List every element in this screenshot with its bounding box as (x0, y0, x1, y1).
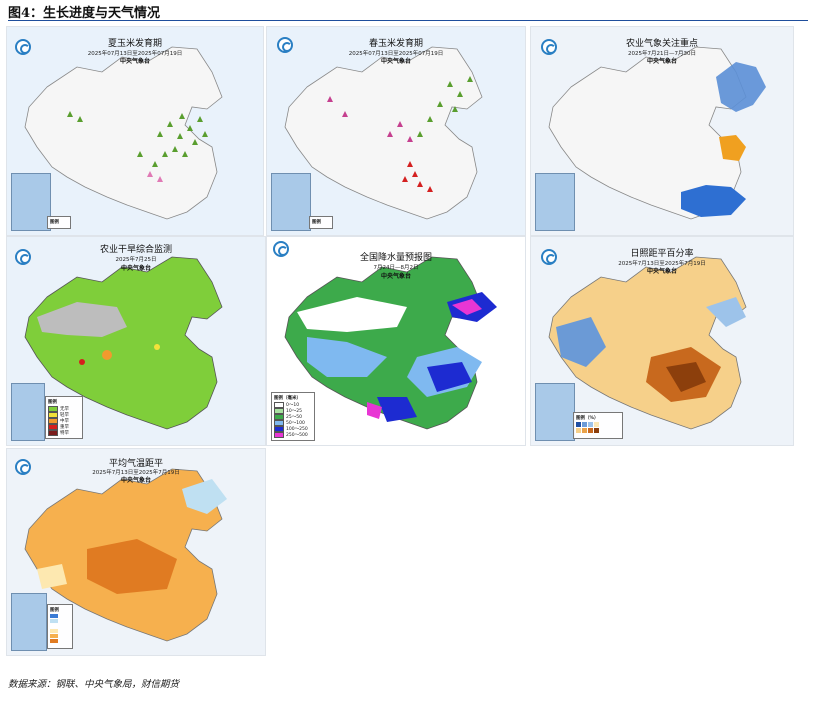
cma-logo-icon (15, 39, 31, 55)
panel-agency: 中央气象台 (380, 273, 411, 280)
south-china-sea-inset (11, 173, 51, 231)
panel-date: 2025年7月25日 (115, 257, 157, 263)
panel-date: 2025年07月13日至2025年07月19日 (348, 51, 444, 57)
legend-item: 中旱 (48, 418, 80, 424)
figure-title: 图4：生长进度与天气情况 (8, 6, 161, 21)
legend-item: 0～10 (274, 402, 312, 408)
panel-date: 2025年7月13日至2025年7月19日 (618, 261, 706, 267)
panel-date: 2025年07月13日至2025年07月19日 (87, 51, 183, 57)
legend-item: 特旱 (48, 430, 80, 436)
panel-title: 平均气温距平 (108, 459, 163, 469)
agro-weather-focus-map (531, 27, 793, 235)
panel-agency: 中央气象台 (119, 58, 150, 65)
data-source-note: 数据来源：钢联、中央气象局，财信期货 (8, 679, 180, 690)
temperature-anomaly-panel: 平均气温距平 2025年7月13日至2025年7月19日 中央气象台 图例 (6, 448, 266, 656)
legend-item: 250～500 (274, 432, 312, 438)
cma-logo-icon (277, 37, 293, 53)
panel-agency: 中央气象台 (120, 265, 151, 272)
map-legend: 图例 (309, 216, 333, 229)
legend-item: 轻旱 (48, 412, 80, 418)
panel-agency: 中央气象台 (380, 58, 411, 65)
title-divider (8, 20, 808, 21)
legend-item: 10～25 (274, 408, 312, 414)
cma-logo-icon (15, 249, 31, 265)
precip-forecast-panel: 全国降水量预报图 7月24日—8月2日 中央气象台 图例（毫米） 0～10 10… (266, 236, 526, 446)
summer-corn-panel: 夏玉米发育期 2025年07月13日至2025年07月19日 中央气象台 图例 (6, 26, 264, 236)
panel-agency: 中央气象台 (646, 58, 677, 65)
temperature-legend: 图例 (47, 604, 73, 649)
panel-date: 2025年7月13日至2025年7月19日 (92, 470, 180, 476)
cma-logo-icon (15, 459, 31, 475)
panel-title: 农业气象关注重点 (625, 39, 698, 49)
panel-title: 夏玉米发育期 (107, 39, 162, 49)
panel-agency: 中央气象台 (120, 477, 151, 484)
legend-swatches (576, 422, 599, 433)
drought-monitor-panel: 农业干旱综合监测 2025年7月25日 中央气象台 图例 无旱 轻旱 中旱 重旱… (6, 236, 266, 446)
spring-corn-panel: 春玉米发育期 2025年07月13日至2025年07月19日 中央气象台 图例 (266, 26, 526, 236)
drought-legend: 图例 无旱 轻旱 中旱 重旱 特旱 (45, 396, 83, 439)
cma-logo-icon (541, 249, 557, 265)
south-china-sea-inset (11, 593, 47, 651)
legend-swatches (50, 614, 58, 643)
south-china-sea-inset (535, 173, 575, 231)
precip-legend: 图例（毫米） 0～10 10～25 25～50 50～100 100～250 2… (271, 392, 315, 441)
sunshine-anomaly-panel: 日照距平百分率 2025年7月13日至2025年7月19日 中央气象台 图例（%… (530, 236, 794, 446)
panel-date: 2025年7月21日—7月30日 (628, 51, 696, 57)
panel-agency: 中央气象台 (646, 268, 677, 275)
agro-weather-focus-panel: 农业气象关注重点 2025年7月21日—7月30日 中央气象台 (530, 26, 794, 236)
map-legend: 图例 (47, 216, 71, 229)
legend-item: 25～50 (274, 414, 312, 420)
cma-logo-icon (273, 241, 289, 257)
sunshine-legend: 图例（%） (573, 412, 623, 439)
legend-item: 重旱 (48, 424, 80, 430)
panel-title: 春玉米发育期 (368, 39, 423, 49)
south-china-sea-inset (271, 173, 311, 231)
panel-date: 7月24日—8月2日 (373, 265, 419, 271)
panel-title: 日照距平百分率 (630, 249, 694, 259)
legend-item: 50～100 (274, 420, 312, 426)
legend-item: 无旱 (48, 406, 80, 412)
cma-logo-icon (541, 39, 557, 55)
legend-item: 100～250 (274, 426, 312, 432)
panel-title: 农业干旱综合监测 (99, 245, 172, 255)
panel-title: 全国降水量预报图 (359, 253, 432, 263)
south-china-sea-inset (11, 383, 45, 441)
south-china-sea-inset (535, 383, 575, 441)
